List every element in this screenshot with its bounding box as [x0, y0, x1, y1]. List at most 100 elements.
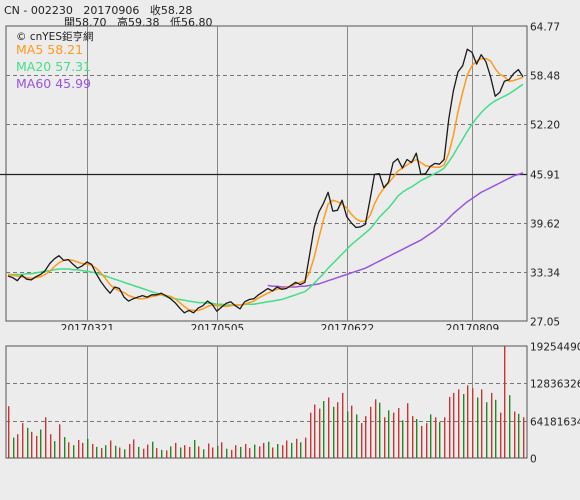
volume-bar — [8, 406, 10, 458]
volume-bar — [365, 416, 367, 458]
volume-bar — [495, 399, 497, 458]
volume-bar — [147, 444, 149, 458]
volume-bar — [78, 440, 80, 458]
y-tick-label: 45.91 — [530, 170, 560, 182]
y-tick-label: 0 — [530, 454, 537, 466]
volume-bar — [402, 420, 404, 458]
volume-bar — [416, 419, 418, 458]
volume-bar — [300, 442, 302, 458]
header-line-1: CN - 002230 20170906 收58.28 — [4, 2, 192, 18]
y-tick-label: 128363269 — [530, 379, 580, 391]
volume-bar — [509, 395, 511, 458]
volume-bar — [45, 417, 47, 458]
volume-bar — [356, 414, 358, 458]
volume-bar — [119, 447, 121, 458]
volume-bar — [36, 435, 38, 458]
y-tick-label: 192544903 — [530, 342, 580, 354]
y-tick-label: 58.48 — [530, 71, 560, 83]
volume-bar — [439, 421, 441, 458]
close-price: 收58.28 — [149, 4, 193, 17]
volume-bar — [194, 440, 196, 458]
volume-bar — [13, 437, 15, 458]
volume-bar — [426, 423, 428, 458]
volume-bar — [54, 441, 56, 458]
volume-bar — [518, 413, 520, 458]
ma20-legend: MA20 57.31 — [16, 59, 91, 74]
volume-bar — [347, 411, 349, 458]
ma60-line — [267, 172, 524, 288]
volume-bar — [342, 392, 344, 458]
volume-bar — [64, 437, 66, 458]
volume-bar — [203, 449, 205, 458]
volume-bar — [272, 447, 274, 458]
volume-bar — [175, 442, 177, 458]
volume-bar — [305, 437, 307, 458]
volume-bar — [370, 406, 372, 458]
volume-bar — [166, 450, 168, 458]
x-tick-label: 20170809 — [446, 323, 499, 330]
volume-plot-frame — [5, 345, 528, 459]
volume-bar — [337, 402, 339, 458]
volume-bar — [449, 396, 451, 458]
volume-bar — [17, 434, 19, 458]
volume-bar — [156, 448, 158, 458]
volume-bar — [184, 445, 186, 458]
volume-bar — [189, 446, 191, 458]
volume-bar — [50, 434, 52, 458]
volume-bar — [328, 397, 330, 458]
volume-bar — [319, 408, 321, 458]
volume-bar — [221, 442, 223, 458]
y-tick-label: 64.77 — [530, 22, 560, 34]
ma5-legend: MA5 58.21 — [16, 42, 84, 57]
volume-bar — [231, 449, 233, 458]
volume-bar — [226, 448, 228, 458]
volume-bar — [286, 440, 288, 458]
volume-bar — [323, 401, 325, 458]
volume-bar — [212, 447, 214, 458]
volume-bar — [444, 417, 446, 458]
volume-bar — [27, 427, 29, 458]
volume-bar — [217, 445, 219, 458]
volume-bar — [235, 445, 237, 458]
volume-bar — [282, 445, 284, 458]
volume-bar — [31, 431, 33, 458]
volume-bar — [500, 412, 502, 458]
volume-bar — [259, 446, 261, 458]
quote-date: 20170906 — [83, 4, 140, 17]
volume-chart: 192544903 128363269 64181634 0 — [5, 342, 580, 466]
volume-bar — [491, 392, 493, 458]
volume-bar — [463, 394, 465, 458]
volume-bar — [333, 406, 335, 458]
volume-bar — [152, 441, 154, 458]
volume-bar — [458, 389, 460, 458]
x-tick-label: 20170505 — [191, 323, 244, 330]
volume-bar — [351, 405, 353, 458]
volume-bar — [412, 416, 414, 458]
volume-bar — [129, 444, 131, 458]
volume-bar — [96, 446, 98, 458]
volume-bar — [523, 417, 525, 458]
y-tick-label: 33.34 — [530, 268, 560, 280]
volume-bar — [472, 388, 474, 458]
volume-bar — [453, 392, 455, 458]
volume-bar — [291, 442, 293, 458]
volume-bar — [477, 397, 479, 458]
volume-bar — [388, 410, 390, 458]
volume-bar — [314, 404, 316, 458]
volume-bar — [240, 446, 242, 458]
volume-bar — [138, 446, 140, 458]
ma20-line — [8, 83, 524, 306]
volume-bar — [467, 385, 469, 458]
y-tick-label: 52.20 — [530, 120, 560, 132]
x-tick-label: 20170622 — [321, 323, 374, 330]
volume-bar — [268, 441, 270, 458]
volume-bar — [421, 426, 423, 458]
volume-bar — [73, 445, 75, 458]
ma5-line — [7, 57, 524, 312]
volume-bar — [115, 445, 117, 458]
volume-bar — [249, 448, 251, 458]
volume-bar — [82, 442, 84, 458]
volume-bar — [379, 402, 381, 458]
volume-bar — [87, 438, 89, 458]
